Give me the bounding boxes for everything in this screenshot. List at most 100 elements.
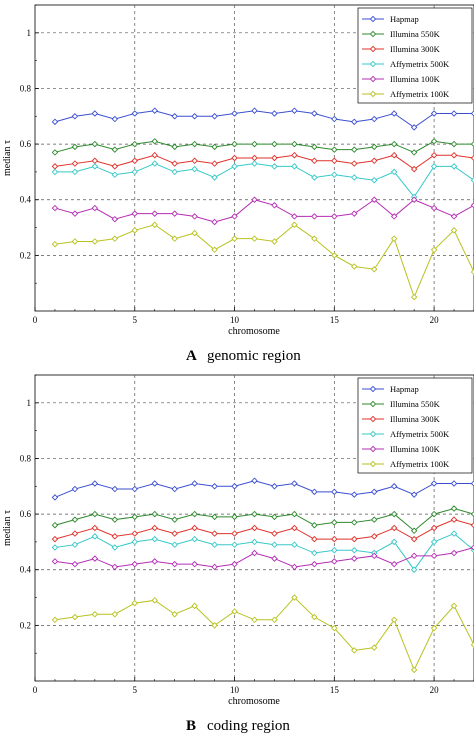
y-tick-label: 0.8	[20, 83, 32, 93]
panel-b: 0 5 10 15 20 0.2 0.4 0.6 0.8 1 chromosome median …	[2, 374, 474, 734]
data-point-illumina-550k	[331, 146, 338, 153]
data-point-illumina-550k	[131, 513, 139, 521]
data-point-affymetrix-500k	[370, 177, 378, 184]
data-point-hapmap	[410, 491, 418, 498]
data-point-illumina-550k	[251, 140, 258, 148]
legend-label-illumina-100k: Illumina 100K	[390, 74, 441, 84]
data-point-affymetrix-500k	[171, 168, 178, 176]
data-point-hapmap	[291, 480, 298, 487]
data-point-illumina-300k	[171, 530, 178, 537]
data-point-illumina-100k	[151, 210, 158, 217]
data-point-illumina-550k	[351, 519, 358, 526]
x-tick-label: 10	[230, 685, 240, 695]
data-point-illumina-300k	[450, 151, 458, 159]
data-point-illumina-300k	[211, 160, 218, 167]
data-point-hapmap	[51, 494, 59, 501]
data-point-illumina-300k	[271, 154, 278, 162]
y-tick-label: 0.2	[20, 620, 31, 630]
data-point-illumina-300k	[231, 530, 238, 537]
data-point-hapmap	[211, 483, 218, 490]
data-point-illumina-300k	[390, 151, 398, 159]
y-tick-label: 1	[27, 28, 32, 38]
data-point-illumina-300k	[131, 157, 139, 165]
data-point-illumina-300k	[291, 151, 298, 159]
data-point-affymetrix-500k	[111, 171, 119, 178]
data-point-hapmap	[131, 485, 139, 493]
data-point-hapmap	[311, 488, 318, 496]
data-point-affymetrix-500k	[151, 535, 158, 543]
series-line-hapmap	[54, 110, 474, 129]
legend-marker-illumina-300k	[369, 415, 377, 423]
data-point-illumina-550k	[450, 140, 458, 148]
data-point-hapmap	[370, 115, 378, 123]
x-tick-label: 15	[330, 685, 340, 695]
data-point-illumina-550k	[311, 143, 318, 151]
data-point-hapmap	[71, 113, 79, 120]
data-point-affymetrix-100k	[111, 610, 119, 618]
data-point-hapmap	[171, 113, 178, 120]
legend-label-illumina-550k: Illumina 550K	[390, 399, 441, 409]
legend-label-affymetrix-100k: Affymetrix 100K	[390, 89, 450, 99]
legend-marker-affymetrix-500k	[369, 60, 377, 68]
data-point-illumina-550k	[430, 138, 438, 145]
data-point-affymetrix-100k	[251, 616, 258, 624]
data-point-affymetrix-500k	[450, 530, 458, 537]
data-point-affymetrix-100k	[231, 235, 238, 242]
tick-labels: 0 5 10 15 20 0.2 0.4 0.6 0.8 1	[20, 398, 439, 695]
data-point-illumina-300k	[311, 535, 318, 543]
data-point-illumina-100k	[71, 560, 79, 568]
data-point-hapmap	[91, 110, 99, 117]
data-point-hapmap	[131, 110, 139, 117]
data-point-affymetrix-100k	[390, 235, 398, 242]
legend-label-affymetrix-500k: Affymetrix 500K	[390, 59, 450, 69]
data-point-illumina-100k	[430, 204, 438, 212]
data-point-affymetrix-500k	[171, 541, 178, 548]
data-point-illumina-300k	[410, 535, 418, 543]
data-point-illumina-100k	[370, 552, 378, 560]
data-point-illumina-300k	[351, 160, 358, 167]
data-point-illumina-300k	[291, 524, 298, 532]
data-point-affymetrix-500k	[351, 547, 358, 554]
data-point-illumina-300k	[91, 524, 99, 532]
panel-caption: A genomic region	[186, 348, 301, 364]
data-point-illumina-550k	[251, 510, 258, 518]
legend-marker-illumina-550k	[369, 400, 377, 408]
data-point-hapmap	[430, 480, 438, 487]
data-point-illumina-300k	[370, 157, 378, 165]
x-tick-label: 15	[330, 315, 340, 325]
data-point-illumina-100k	[111, 215, 119, 223]
data-point-illumina-100k	[410, 552, 418, 560]
data-point-illumina-550k	[271, 513, 278, 521]
series-line-illumina-550k	[54, 140, 474, 153]
data-point-illumina-100k	[91, 204, 99, 212]
data-point-illumina-550k	[470, 140, 474, 148]
legend-marker-affymetrix-100k	[369, 460, 377, 468]
data-point-illumina-100k	[51, 204, 59, 212]
data-point-illumina-550k	[211, 143, 218, 151]
data-point-affymetrix-100k	[351, 263, 358, 270]
x-axis-label: chromosome	[228, 326, 280, 337]
data-point-affymetrix-500k	[430, 538, 438, 546]
data-point-affymetrix-100k	[271, 616, 278, 624]
data-point-hapmap	[331, 115, 338, 123]
data-point-affymetrix-500k	[271, 541, 278, 548]
data-point-hapmap	[311, 110, 318, 117]
data-point-illumina-550k	[111, 146, 119, 153]
data-point-affymetrix-100k	[151, 221, 158, 229]
legend-label-illumina-300k: Illumina 300K	[390, 414, 441, 424]
data-point-affymetrix-100k	[351, 647, 358, 654]
data-point-illumina-100k	[311, 560, 318, 568]
data-point-illumina-100k	[231, 560, 238, 568]
data-point-illumina-550k	[390, 140, 398, 148]
data-point-affymetrix-100k	[191, 602, 198, 610]
data-point-hapmap	[390, 483, 398, 490]
data-point-illumina-300k	[331, 157, 338, 165]
data-point-hapmap	[271, 110, 278, 117]
data-point-hapmap	[331, 488, 338, 496]
legend: Hapmap Illumina 550K Illumina 300K Affymetr…	[357, 7, 473, 104]
data-point-affymetrix-100k	[91, 238, 99, 245]
data-point-affymetrix-500k	[311, 549, 318, 557]
data-point-illumina-550k	[271, 140, 278, 148]
data-point-illumina-300k	[111, 533, 119, 540]
data-point-affymetrix-500k	[211, 541, 218, 548]
